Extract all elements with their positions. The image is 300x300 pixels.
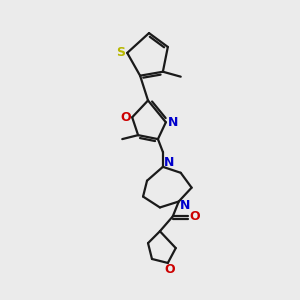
Text: O: O [189,210,200,223]
Text: S: S [116,46,125,59]
Text: N: N [168,116,178,129]
Text: N: N [179,199,190,212]
Text: N: N [164,156,174,170]
Text: O: O [120,111,130,124]
Text: O: O [164,263,175,276]
